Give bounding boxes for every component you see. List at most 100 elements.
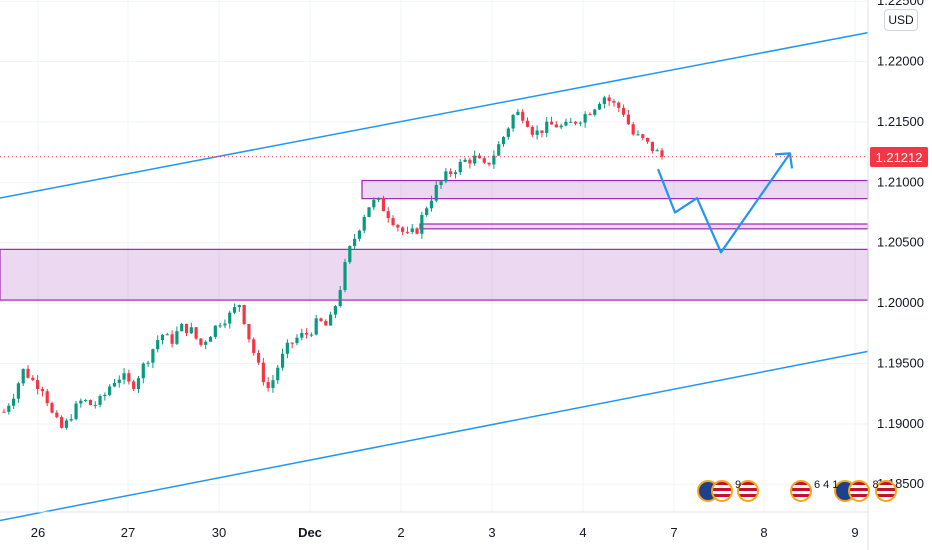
candle-body: [636, 134, 640, 136]
candle-body: [136, 378, 141, 390]
candle-body: [132, 381, 136, 390]
candle-body: [473, 155, 477, 164]
currency-button[interactable]: USD: [884, 9, 918, 31]
candle-body: [285, 342, 289, 354]
last-price-label: 1.21212: [870, 147, 928, 167]
candle-body: [50, 403, 54, 413]
candle-body: [650, 141, 654, 152]
candle-body: [660, 150, 664, 157]
candle-body: [189, 327, 193, 334]
candle-body: [16, 383, 21, 399]
candle-body: [314, 318, 318, 335]
candle-body: [348, 246, 352, 263]
x-tick-label: 2: [397, 525, 404, 540]
candle-body: [79, 400, 83, 404]
candle-body: [655, 150, 659, 152]
candle-body: [631, 124, 635, 135]
candle-body: [12, 398, 16, 406]
candle-body: [88, 399, 93, 406]
candle-body: [549, 121, 554, 125]
candle-body: [146, 362, 150, 364]
event-group-2[interactable]: 6 4 1 8: [790, 478, 897, 504]
candle-body: [208, 336, 213, 342]
channel-upper-line[interactable]: [0, 31, 869, 199]
candle-body: [26, 368, 30, 378]
us-flag-icon[interactable]: [737, 480, 760, 502]
candle-body: [641, 134, 645, 138]
candle-body: [410, 228, 414, 232]
candle-body: [252, 339, 256, 353]
candle-body: [170, 334, 174, 344]
candle-body: [377, 197, 381, 200]
event-count: 8: [872, 479, 879, 491]
y-tick-label: 1.19500: [877, 355, 924, 370]
candle-body: [266, 382, 270, 388]
candle-body: [617, 102, 621, 108]
y-tick-label: 1.20000: [877, 295, 924, 310]
candle-body: [645, 137, 650, 142]
candle-body: [93, 404, 97, 406]
candle-body: [482, 158, 486, 163]
trend-channel[interactable]: [0, 31, 869, 522]
channel-lower-line[interactable]: [0, 350, 869, 522]
candle-body: [429, 200, 434, 209]
candle-body: [319, 318, 323, 321]
candle-body: [242, 305, 246, 325]
candle-body: [487, 162, 491, 165]
thin-zone[interactable]: [419, 223, 869, 230]
upper-zone[interactable]: [361, 179, 869, 200]
projection-line[interactable]: [656, 152, 791, 254]
candle-body: [228, 312, 232, 324]
candle-body: [117, 379, 121, 383]
candle-body: [180, 323, 184, 332]
candle-body: [578, 122, 582, 124]
us-flag-icon[interactable]: [848, 480, 871, 502]
candle-body: [45, 391, 49, 404]
candle-body: [108, 386, 112, 395]
candle-body: [497, 144, 501, 156]
x-tick-label: 4: [579, 525, 586, 540]
candle-body: [602, 97, 606, 104]
event-count: 9: [735, 479, 742, 491]
candle-body: [309, 334, 313, 336]
candle-body: [31, 377, 35, 381]
candle-body: [593, 109, 597, 115]
candle-body: [357, 230, 362, 239]
candle-body: [141, 363, 145, 379]
candle-body: [530, 126, 534, 135]
candle-body: [280, 353, 285, 368]
candle-body: [69, 419, 73, 421]
candle-body: [554, 124, 558, 128]
us-flag-icon[interactable]: [790, 480, 812, 502]
y-tick-label: 1.21500: [877, 114, 924, 129]
candle-body: [184, 323, 189, 334]
x-tick-label: 27: [121, 525, 135, 540]
candle-body: [232, 307, 237, 313]
candle-body: [453, 172, 458, 175]
candle-body: [583, 114, 587, 123]
candle-body: [612, 101, 616, 103]
arrowhead-icon: [774, 152, 794, 169]
candle-body: [458, 161, 462, 173]
support-resistance-zones[interactable]: [0, 179, 869, 301]
candle-body: [540, 130, 544, 133]
wide-zone[interactable]: [0, 248, 869, 301]
candle-body: [2, 411, 6, 413]
candle-body: [324, 320, 328, 326]
candle-body: [521, 111, 525, 121]
projection-path[interactable]: [656, 152, 794, 254]
candle-body: [343, 262, 347, 291]
event-group-1[interactable]: 9: [697, 478, 760, 504]
us-flag-icon[interactable]: [874, 480, 897, 502]
candle-body: [328, 314, 333, 326]
candle-body: [569, 121, 573, 123]
candle-body: [84, 399, 88, 401]
us-flag-icon[interactable]: [711, 480, 733, 502]
candle-body: [492, 155, 496, 165]
candle-body: [213, 325, 217, 337]
candle-body: [439, 181, 443, 186]
candle-body: [415, 228, 419, 234]
candle-body: [621, 107, 626, 115]
